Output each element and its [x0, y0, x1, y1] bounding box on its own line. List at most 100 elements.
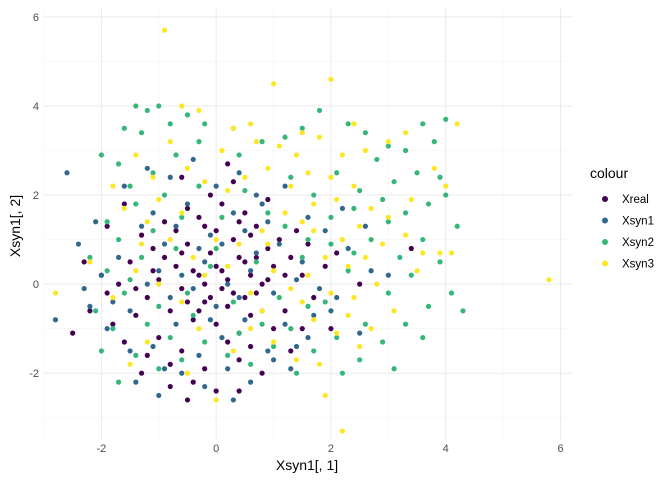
data-point	[437, 259, 443, 265]
data-point	[110, 294, 116, 301]
data-point	[265, 245, 271, 252]
data-point	[213, 263, 219, 269]
data-point	[328, 174, 334, 180]
data-point	[156, 392, 162, 399]
data-point	[242, 174, 248, 180]
data-point	[184, 205, 191, 212]
data-point	[316, 134, 323, 140]
data-point	[52, 317, 59, 323]
data-point	[225, 277, 231, 283]
data-point	[167, 361, 173, 367]
data-point	[334, 330, 340, 336]
data-point	[248, 361, 254, 367]
data-point	[368, 205, 374, 212]
data-point	[282, 272, 288, 278]
data-point	[179, 299, 185, 305]
data-point	[322, 228, 328, 234]
data-point	[334, 334, 340, 341]
data-point	[167, 139, 173, 145]
data-point	[207, 263, 214, 269]
data-point	[150, 174, 156, 180]
data-point	[167, 383, 173, 390]
data-point	[173, 228, 179, 234]
data-point	[253, 250, 259, 256]
data-point	[288, 366, 294, 372]
legend-item-xsyn3: Xsyn3	[602, 259, 654, 271]
data-point	[299, 254, 305, 261]
data-point	[345, 268, 351, 274]
data-point	[213, 228, 219, 234]
data-point	[322, 392, 328, 399]
data-point	[230, 236, 236, 243]
data-point	[219, 147, 225, 154]
data-point	[236, 152, 242, 158]
data-point	[144, 281, 150, 287]
data-point	[225, 366, 231, 372]
data-point	[87, 303, 93, 309]
data-point	[351, 294, 357, 301]
data-point	[179, 214, 185, 220]
data-point	[402, 130, 409, 136]
data-point	[138, 241, 145, 247]
legend-item-xsyn2: Xsyn2	[602, 237, 654, 249]
data-point	[127, 308, 133, 314]
data-point	[225, 303, 231, 309]
data-point	[351, 205, 357, 212]
data-point	[248, 121, 254, 127]
data-point	[368, 236, 374, 243]
data-point	[276, 294, 282, 301]
data-point	[167, 308, 173, 314]
data-point	[357, 281, 363, 287]
data-point	[127, 259, 133, 265]
y-axis-title: Xsyn1[, 2]	[7, 195, 23, 257]
data-point	[202, 179, 208, 185]
data-point	[299, 326, 305, 332]
data-point	[242, 294, 248, 301]
data-point	[362, 254, 368, 261]
data-point	[265, 219, 271, 225]
data-point	[305, 236, 311, 243]
data-point	[339, 236, 346, 243]
data-point	[219, 241, 225, 247]
data-point	[368, 268, 374, 274]
data-point	[196, 183, 202, 189]
data-point	[293, 357, 300, 363]
data-point	[248, 379, 254, 385]
data-point	[385, 272, 391, 278]
data-point	[161, 241, 168, 247]
data-point	[236, 388, 242, 394]
data-point	[248, 312, 254, 318]
data-point	[190, 285, 196, 292]
data-point	[133, 379, 139, 385]
data-point	[207, 317, 214, 323]
data-point	[345, 263, 351, 269]
y-tick-label: 4	[33, 101, 39, 113]
data-point	[385, 139, 391, 145]
data-point	[225, 263, 231, 269]
data-point	[156, 303, 162, 309]
data-point	[196, 214, 202, 220]
data-point	[328, 241, 334, 247]
data-point	[207, 192, 214, 198]
data-point	[202, 281, 208, 287]
data-point	[454, 121, 460, 127]
data-point	[293, 228, 300, 234]
data-point	[138, 232, 145, 238]
data-point	[121, 201, 127, 207]
data-point	[242, 228, 248, 234]
data-point	[431, 139, 437, 145]
data-point	[230, 397, 236, 403]
data-point	[225, 281, 231, 287]
data-point	[213, 321, 219, 327]
data-point	[184, 241, 191, 247]
data-point	[133, 312, 139, 318]
data-point	[184, 370, 191, 376]
data-point	[328, 76, 334, 82]
data-point	[87, 308, 93, 314]
series-xsyn3	[52, 27, 552, 434]
data-point	[133, 285, 139, 292]
data-point	[219, 285, 225, 292]
data-point	[248, 290, 254, 296]
data-point	[81, 285, 87, 292]
data-point	[288, 326, 294, 332]
